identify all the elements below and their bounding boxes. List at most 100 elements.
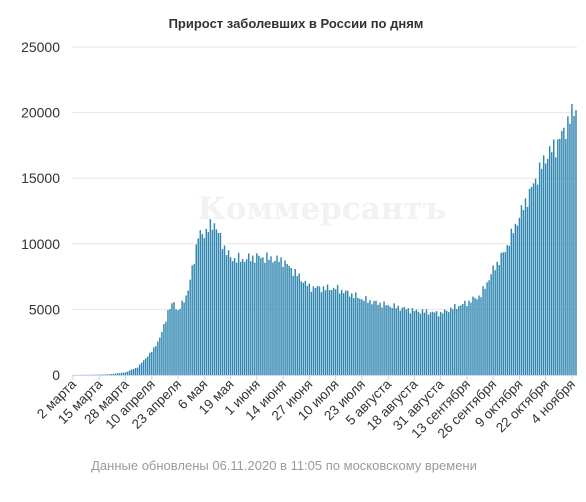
bar xyxy=(268,259,270,375)
bar xyxy=(292,275,294,375)
bar xyxy=(169,308,171,375)
bar xyxy=(312,286,315,375)
bar xyxy=(124,372,127,375)
bar xyxy=(189,279,191,375)
bar xyxy=(488,280,490,375)
bar xyxy=(575,110,577,375)
bar xyxy=(252,255,254,375)
bar xyxy=(181,300,183,375)
bar xyxy=(296,276,298,375)
bar xyxy=(518,217,521,375)
bar xyxy=(472,296,474,375)
bar xyxy=(498,265,500,375)
bar xyxy=(118,373,121,375)
bar xyxy=(324,290,327,375)
bar xyxy=(195,244,197,375)
bar xyxy=(322,286,325,375)
bar xyxy=(120,372,123,375)
bar xyxy=(458,306,460,375)
bar xyxy=(439,311,442,375)
y-tick-label: 5000 xyxy=(29,301,60,317)
bar xyxy=(108,374,111,375)
bar xyxy=(496,261,498,375)
bar xyxy=(104,374,107,375)
bar xyxy=(445,310,448,375)
bar xyxy=(207,232,210,375)
bar xyxy=(128,370,131,375)
bar xyxy=(254,262,256,375)
bar xyxy=(110,374,113,375)
bar xyxy=(233,258,236,375)
bar xyxy=(559,138,561,375)
footer-note: Данные обновлены 06.11.2020 в 11:05 по м… xyxy=(91,458,477,473)
bar xyxy=(399,310,401,375)
bar xyxy=(102,374,105,375)
bar xyxy=(371,304,373,375)
bar xyxy=(401,307,403,375)
bar xyxy=(177,310,179,375)
bar xyxy=(361,299,363,375)
bar xyxy=(330,290,333,375)
bar xyxy=(437,316,440,375)
bar xyxy=(389,306,391,375)
bar xyxy=(239,261,242,375)
bar xyxy=(278,261,280,375)
bar xyxy=(470,302,472,375)
bar xyxy=(357,297,359,375)
bar xyxy=(227,250,230,375)
bar xyxy=(417,311,420,375)
bar xyxy=(565,138,567,375)
bar xyxy=(494,270,496,375)
bar xyxy=(302,282,305,375)
bar xyxy=(397,305,399,375)
bar xyxy=(480,297,482,375)
bar xyxy=(355,292,357,375)
bar xyxy=(557,139,559,375)
bar xyxy=(217,232,220,375)
bar xyxy=(235,262,238,375)
bar xyxy=(219,232,222,375)
bar xyxy=(300,281,302,375)
bar xyxy=(286,263,288,375)
bar xyxy=(490,274,492,375)
bar xyxy=(448,312,450,375)
bar xyxy=(486,282,488,375)
bar xyxy=(409,313,412,375)
bar xyxy=(262,257,264,375)
bar xyxy=(241,258,244,375)
bar xyxy=(540,168,543,375)
bar xyxy=(492,265,494,375)
bar xyxy=(441,313,444,375)
bar xyxy=(237,252,240,375)
bar xyxy=(272,262,274,375)
bar xyxy=(326,284,329,375)
bar xyxy=(282,266,284,375)
y-axis-tick-labels: 0 5000 10000 15000 20000 25000 xyxy=(21,39,60,383)
bar xyxy=(288,265,290,375)
bar xyxy=(482,286,484,375)
bar xyxy=(142,360,145,375)
bar xyxy=(553,139,555,375)
bar xyxy=(407,308,410,375)
bar xyxy=(304,280,307,375)
bar xyxy=(132,368,135,375)
bar xyxy=(161,331,163,375)
bar xyxy=(526,206,529,375)
bar xyxy=(375,300,377,375)
bar xyxy=(561,130,563,375)
bar xyxy=(563,127,565,375)
bar xyxy=(175,309,177,375)
bar xyxy=(179,308,181,375)
bar xyxy=(450,307,452,375)
bar xyxy=(415,309,418,375)
bar xyxy=(506,245,509,375)
bar xyxy=(379,302,381,375)
bar xyxy=(157,341,159,375)
chart-title: Прирост заболевших в России по дням xyxy=(169,16,424,31)
bar xyxy=(365,296,367,375)
bar xyxy=(258,255,260,375)
bar xyxy=(112,373,115,375)
bar xyxy=(514,223,517,375)
y-tick-label: 20000 xyxy=(21,105,60,121)
bar xyxy=(353,298,355,375)
